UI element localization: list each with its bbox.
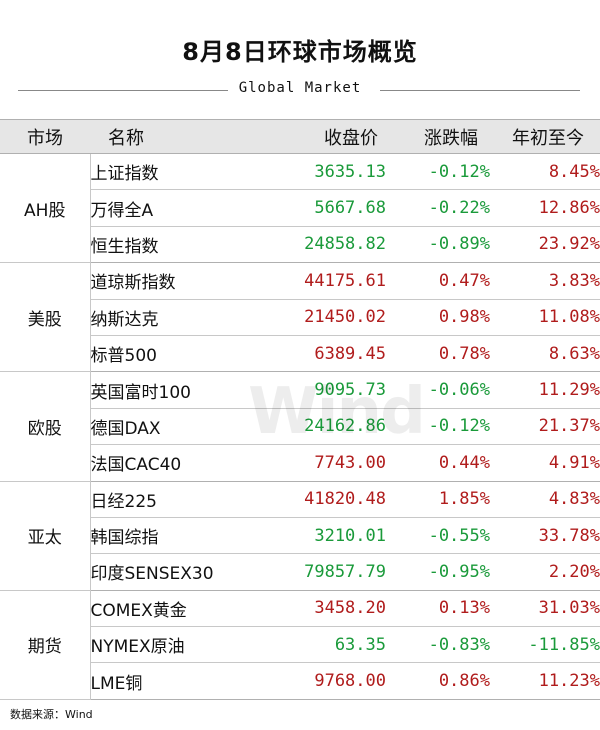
close-price: 24162.86 xyxy=(238,408,386,446)
change-percent: 1.85% xyxy=(386,481,490,518)
instrument-name: 万得全A xyxy=(90,189,238,227)
change-percent: -0.83% xyxy=(386,626,490,664)
change-percent: -0.95% xyxy=(386,553,490,591)
table-row: 期货 COMEX黄金 3458.20 0.13% 31.03% xyxy=(0,590,600,700)
ytd-percent: 11.29% xyxy=(490,371,600,409)
close-price: 44175.61 xyxy=(238,262,386,300)
ytd-percent: 21.37% xyxy=(490,408,600,446)
ytd-percent: 23.92% xyxy=(490,226,600,264)
ytd-percent: 4.83% xyxy=(490,481,600,518)
instrument-name: 德国DAX xyxy=(90,408,238,446)
instrument-name: 日经225 xyxy=(90,481,238,518)
instrument-name: LME铜 xyxy=(90,662,238,700)
header-ytd: 年初至今 xyxy=(490,119,600,154)
table-row: 韩国综指 3210.01 -0.55% 33.78% xyxy=(0,517,600,555)
change-percent: -0.22% xyxy=(386,189,490,227)
ytd-percent: 4.91% xyxy=(490,444,600,482)
market-table: 市场 名称 收盘价 涨跌幅 年初至今 AH股 上证指数 3635.13 -0.12% 8… xyxy=(0,119,600,700)
ytd-percent: -11.85% xyxy=(490,626,600,664)
header-change: 涨跌幅 xyxy=(386,119,490,154)
ytd-percent: 31.03% xyxy=(490,590,600,628)
market-group-label: 欧股 xyxy=(0,371,91,482)
market-group-label: AH股 xyxy=(0,153,91,264)
close-price: 3458.20 xyxy=(238,590,386,628)
table-row: 法国CAC40 7743.00 0.44% 4.91% xyxy=(0,444,600,482)
subtitle: Global Market xyxy=(238,80,362,96)
table-row: 纳斯达克 21450.02 0.98% 11.08% xyxy=(0,299,600,336)
table-row: LME铜 9768.00 0.86% 11.23% xyxy=(0,662,600,700)
ytd-percent: 8.63% xyxy=(490,335,600,373)
instrument-name: 法国CAC40 xyxy=(90,444,238,482)
instrument-name: 上证指数 xyxy=(90,153,238,191)
ytd-percent: 33.78% xyxy=(490,517,600,555)
instrument-name: NYMEX原油 xyxy=(90,626,238,664)
instrument-name: 英国富时100 xyxy=(90,371,238,409)
table-row: NYMEX原油 63.35 -0.83% -11.85% xyxy=(0,626,600,664)
wind-watermark: Wind xyxy=(248,375,426,449)
change-percent: 0.47% xyxy=(386,262,490,300)
ytd-percent: 11.23% xyxy=(490,662,600,700)
header-close: 收盘价 xyxy=(238,119,386,154)
table-row: 万得全A 5667.68 -0.22% 12.86% xyxy=(0,189,600,227)
change-percent: 0.86% xyxy=(386,662,490,700)
table-row: 德国DAX 24162.86 -0.12% 21.37% xyxy=(0,408,600,446)
close-price: 7743.00 xyxy=(238,444,386,482)
close-price: 63.35 xyxy=(238,626,386,664)
instrument-name: 道琼斯指数 xyxy=(90,262,238,300)
close-price: 5667.68 xyxy=(238,189,386,227)
close-price: 79857.79 xyxy=(238,553,386,591)
instrument-name: 标普500 xyxy=(90,335,238,373)
close-price: 3635.13 xyxy=(238,153,386,191)
table-row: AH股 上证指数 3635.13 -0.12% 8.45% xyxy=(0,153,600,264)
change-percent: -0.89% xyxy=(386,226,490,264)
market-group-label: 美股 xyxy=(0,262,91,373)
table-row: 标普500 6389.45 0.78% 8.63% xyxy=(0,335,600,373)
ytd-percent: 12.86% xyxy=(490,189,600,227)
change-percent: 0.98% xyxy=(386,299,490,336)
close-price: 3210.01 xyxy=(238,517,386,555)
close-price: 9095.73 xyxy=(238,371,386,409)
table-header-row: 市场 名称 收盘价 涨跌幅 年初至今 xyxy=(0,119,600,154)
subtitle-divider-right xyxy=(380,90,580,91)
close-price: 6389.45 xyxy=(238,335,386,373)
table-row: 亚太 日经225 41820.48 1.85% 4.83% xyxy=(0,481,600,591)
change-percent: 0.78% xyxy=(386,335,490,373)
market-group-label: 亚太 xyxy=(0,481,91,591)
ytd-percent: 2.20% xyxy=(490,553,600,591)
instrument-name: COMEX黄金 xyxy=(90,590,238,628)
change-percent: 0.13% xyxy=(386,590,490,628)
table-body: AH股 上证指数 3635.13 -0.12% 8.45% 万得全A 5667.68 -0.2… xyxy=(0,153,600,700)
change-percent: 0.44% xyxy=(386,444,490,482)
subtitle-divider-left xyxy=(18,90,228,91)
ytd-percent: 8.45% xyxy=(490,153,600,191)
table-row: 欧股 英国富时100 9095.73 -0.06% 11.29% xyxy=(0,371,600,482)
change-percent: -0.12% xyxy=(386,153,490,191)
table-row: 美股 道琼斯指数 44175.61 0.47% 3.83% xyxy=(0,262,600,373)
close-price: 9768.00 xyxy=(238,662,386,700)
change-percent: -0.12% xyxy=(386,408,490,446)
close-price: 21450.02 xyxy=(238,299,386,336)
instrument-name: 纳斯达克 xyxy=(90,299,238,336)
change-percent: -0.55% xyxy=(386,517,490,555)
instrument-name: 印度SENSEX30 xyxy=(90,553,238,591)
page-title: 8月8日环球市场概览 xyxy=(182,38,418,66)
instrument-name: 韩国综指 xyxy=(90,517,238,555)
ytd-percent: 11.08% xyxy=(490,299,600,336)
close-price: 24858.82 xyxy=(238,226,386,264)
close-price: 41820.48 xyxy=(238,481,386,518)
subtitle-row: Global Market xyxy=(0,80,600,100)
ytd-percent: 3.83% xyxy=(490,262,600,300)
market-group-label: 期货 xyxy=(0,590,91,700)
data-source: 数据来源：Wind xyxy=(10,708,93,721)
table-row: 恒生指数 24858.82 -0.89% 23.92% xyxy=(0,226,600,264)
change-percent: -0.06% xyxy=(386,371,490,409)
instrument-name: 恒生指数 xyxy=(90,226,238,264)
header-market: 市场 xyxy=(0,119,90,154)
table-row: 印度SENSEX30 79857.79 -0.95% 2.20% xyxy=(0,553,600,591)
header-name: 名称 xyxy=(90,119,238,154)
